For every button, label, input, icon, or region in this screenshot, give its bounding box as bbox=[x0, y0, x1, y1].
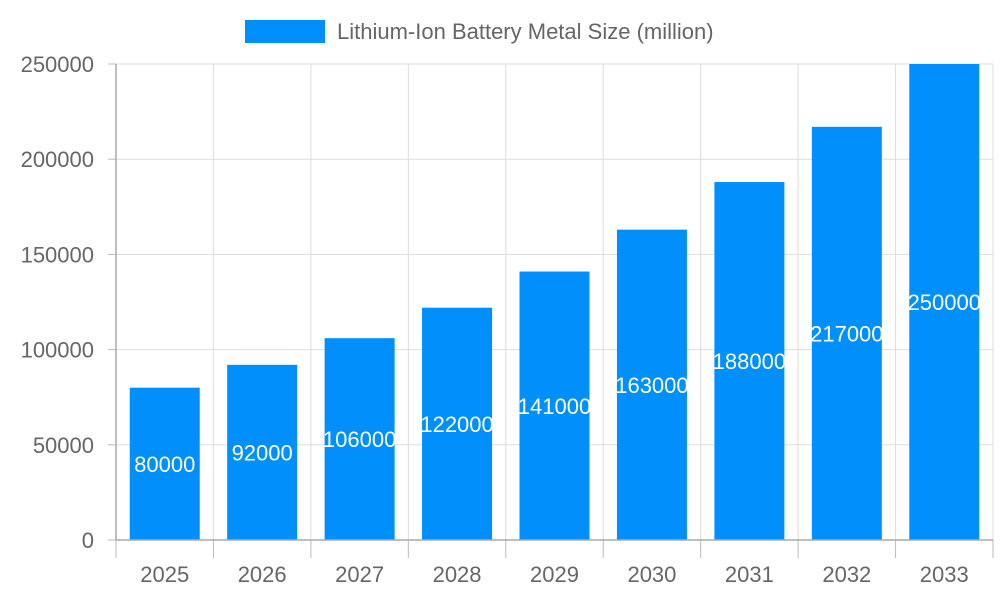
y-tick-label: 150000 bbox=[21, 242, 94, 267]
x-tick-label: 2031 bbox=[725, 562, 774, 587]
legend-label[interactable]: Lithium-Ion Battery Metal Size (million) bbox=[337, 19, 714, 44]
bar-2033 bbox=[909, 64, 980, 540]
legend-swatch[interactable] bbox=[245, 20, 325, 43]
data-label: 106000 bbox=[323, 427, 396, 452]
y-tick-label: 100000 bbox=[21, 338, 94, 363]
x-tick-label: 2033 bbox=[920, 562, 969, 587]
grid bbox=[116, 63, 994, 540]
bar-2028 bbox=[422, 307, 493, 540]
x-tick-label: 2032 bbox=[822, 562, 871, 587]
y-tick-label: 250000 bbox=[21, 52, 94, 77]
data-label: 250000 bbox=[908, 290, 981, 315]
bar-2030 bbox=[616, 229, 687, 540]
bar-2026 bbox=[227, 364, 298, 540]
x-tick-label: 2026 bbox=[238, 562, 287, 587]
x-tick-label: 2030 bbox=[627, 562, 676, 587]
x-tick-label: 2027 bbox=[335, 562, 384, 587]
y-tick-label: 200000 bbox=[21, 147, 94, 172]
bars: 80000 92000 106000 122000 141000 163000 188000… bbox=[129, 64, 981, 540]
bar-2027 bbox=[324, 338, 395, 540]
y-tick-label: 50000 bbox=[33, 433, 94, 458]
legend[interactable]: Lithium-Ion Battery Metal Size (million) bbox=[245, 19, 714, 44]
data-label: 163000 bbox=[615, 373, 688, 398]
bar-2032 bbox=[811, 126, 882, 540]
bar-2025 bbox=[129, 387, 200, 540]
bar-2031 bbox=[714, 182, 785, 540]
x-tick-label: 2025 bbox=[140, 562, 189, 587]
x-tick-label: 2029 bbox=[530, 562, 579, 587]
axes: 0 50000 100000 150000 200000 250000 2025 2026 20… bbox=[21, 52, 994, 587]
y-tick-label: 0 bbox=[82, 528, 94, 553]
data-label: 80000 bbox=[134, 452, 195, 477]
data-label: 92000 bbox=[232, 440, 293, 465]
x-tick-label: 2028 bbox=[433, 562, 482, 587]
data-label: 122000 bbox=[420, 412, 493, 437]
data-label: 141000 bbox=[518, 394, 591, 419]
bar-2029 bbox=[519, 271, 590, 540]
data-label: 217000 bbox=[810, 321, 883, 346]
data-label: 188000 bbox=[713, 349, 786, 374]
